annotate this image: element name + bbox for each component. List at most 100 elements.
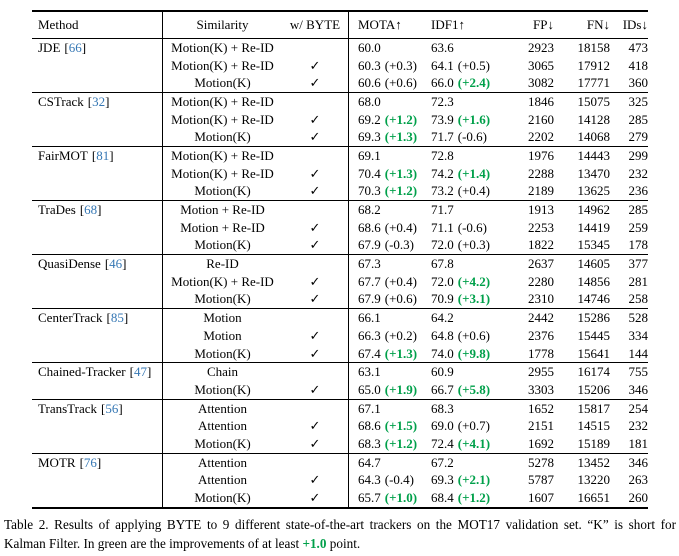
byte-cell: ✓: [282, 327, 348, 345]
checkmark-icon: ✓: [309, 75, 321, 91]
fp-value: 1976: [528, 147, 554, 163]
citation-bracket-close: ]: [81, 39, 87, 55]
idf1-cell: 73.2 (+0.4): [426, 183, 510, 201]
similarity-cell: Motion(K) + Re-ID: [162, 39, 282, 57]
citation-link[interactable]: [66]: [64, 40, 86, 56]
citation-link[interactable]: [68]: [80, 202, 102, 218]
header-ids: IDs↓: [610, 12, 648, 38]
fn-cell: 17912: [554, 57, 611, 75]
similarity-label: Motion(K): [194, 129, 251, 145]
mota-value: 68.6: [358, 219, 381, 235]
fp-cell: 2253: [510, 219, 554, 237]
checkmark-icon: ✓: [309, 291, 321, 307]
method-cell: [32, 291, 162, 309]
fn-cell: 13220: [554, 472, 611, 490]
idf1-cell: 64.1 (+0.5): [426, 57, 510, 75]
ids-cell: 285: [610, 111, 649, 129]
fp-cell: 5278: [510, 454, 554, 472]
ids-value: 232: [628, 165, 649, 181]
similarity-cell: Motion(K) + Re-ID: [162, 110, 282, 129]
checkmark-icon: ✓: [309, 129, 321, 145]
citation-link[interactable]: [56]: [101, 401, 123, 417]
byte-cell: ✓: [282, 128, 348, 146]
method-cell: CenterTrack [85]: [32, 309, 162, 327]
idf1-delta: (+0.4): [457, 183, 490, 199]
fn-cell: 14746: [554, 291, 611, 309]
method-cell: [32, 111, 162, 129]
ids-cell: 259: [610, 219, 649, 237]
mota-cell: 69.1: [348, 147, 426, 165]
citation-bracket-open: [: [129, 364, 134, 380]
table-group: FairMOT [81] Motion(K) + Re-ID 69.1 72.8 1976…: [32, 147, 649, 202]
header-similarity-label: Similarity: [196, 17, 249, 32]
similarity-cell: Motion: [162, 327, 282, 345]
citation-number: 47: [133, 364, 147, 380]
ids-cell: 377: [610, 255, 649, 273]
idf1-value: 72.8: [431, 147, 454, 163]
ids-cell: 232: [610, 165, 649, 183]
citation-link[interactable]: [47]: [130, 364, 152, 380]
ids-value: 279: [628, 129, 649, 145]
mota-delta: (-0.3): [384, 237, 414, 253]
idf1-delta: (+4.2): [457, 273, 491, 289]
similarity-cell: Motion: [162, 309, 282, 327]
citation-link[interactable]: [85]: [107, 310, 129, 326]
mota-value: 68.2: [358, 202, 381, 218]
mota-value: 66.1: [358, 310, 381, 326]
method-cell: [32, 345, 162, 363]
similarity-cell: Chain: [162, 363, 282, 382]
similarity-label: Motion(K) + Re-ID: [171, 147, 274, 163]
citation-link[interactable]: [46]: [105, 256, 127, 272]
mota-delta: (+0.2): [384, 327, 417, 343]
similarity-label: Motion + Re-ID: [180, 202, 265, 218]
mota-cell: 67.9 (+0.6): [348, 290, 426, 309]
mota-value: 67.1: [358, 400, 381, 416]
ids-cell: 528: [610, 309, 649, 327]
checkmark-icon: ✓: [309, 183, 321, 199]
mota-cell: 64.7: [348, 453, 426, 472]
method-cell: [32, 472, 162, 490]
table-row: Motion(K) + Re-ID ✓ 70.4 (+1.3) 74.2 (+1.4) 22…: [32, 164, 649, 183]
fp-cell: 1692: [510, 435, 554, 453]
mota-cell: 68.0: [348, 93, 426, 111]
table-group: MOTR [76] Attention 64.7 67.2 5278 13452 346 Att…: [32, 453, 648, 507]
idf1-delta: (+0.5): [457, 57, 490, 73]
fn-value: 13452: [577, 454, 611, 470]
similarity-label: Motion(K) + Re-ID: [171, 93, 274, 109]
similarity-cell: Motion(K): [162, 236, 282, 255]
similarity-label: Attention: [197, 418, 248, 434]
fn-value: 14962: [577, 202, 611, 218]
similarity-cell: Motion(K) + Re-ID: [162, 93, 282, 111]
method-name: MOTR: [38, 454, 76, 470]
mota-value: 67.9: [358, 237, 381, 253]
citation-link[interactable]: [76]: [80, 455, 102, 471]
byte-cell: [282, 255, 348, 273]
idf1-cell: 68.3: [426, 400, 510, 418]
ids-cell: 473: [610, 39, 649, 57]
table-row: Motion(K) + Re-ID ✓ 67.7 (+0.4) 72.0 (+4.2) 22…: [32, 272, 648, 291]
ids-cell: 334: [610, 327, 649, 345]
citation-link[interactable]: [81]: [92, 148, 114, 164]
fp-value: 1692: [528, 435, 554, 451]
table-group: Chained-Tracker [47] Chain 63.1 60.9 2955 1617…: [32, 363, 648, 400]
fp-cell: 1976: [510, 147, 554, 165]
citation-bracket-close: ]: [109, 147, 114, 163]
mota-delta: (+0.3): [384, 57, 417, 73]
citation-link[interactable]: [32]: [88, 94, 110, 110]
fp-value: 2160: [528, 111, 554, 127]
fp-value: 1778: [528, 345, 554, 361]
mota-cell: 67.9 (-0.3): [348, 236, 426, 255]
idf1-value: 68.4: [431, 490, 454, 506]
fp-cell: 1846: [510, 93, 554, 111]
fp-value: 2280: [528, 273, 554, 289]
header-mota-label: MOTA↑: [358, 17, 402, 32]
fn-cell: 14419: [554, 219, 611, 237]
ids-value: 528: [628, 310, 649, 326]
fp-value: 2288: [528, 165, 554, 181]
fn-cell: 15817: [554, 400, 611, 418]
byte-cell: ✓: [282, 183, 348, 201]
mota-value: 64.3: [358, 472, 381, 488]
idf1-value: 66.7: [431, 381, 454, 397]
similarity-label: Motion: [203, 310, 242, 326]
